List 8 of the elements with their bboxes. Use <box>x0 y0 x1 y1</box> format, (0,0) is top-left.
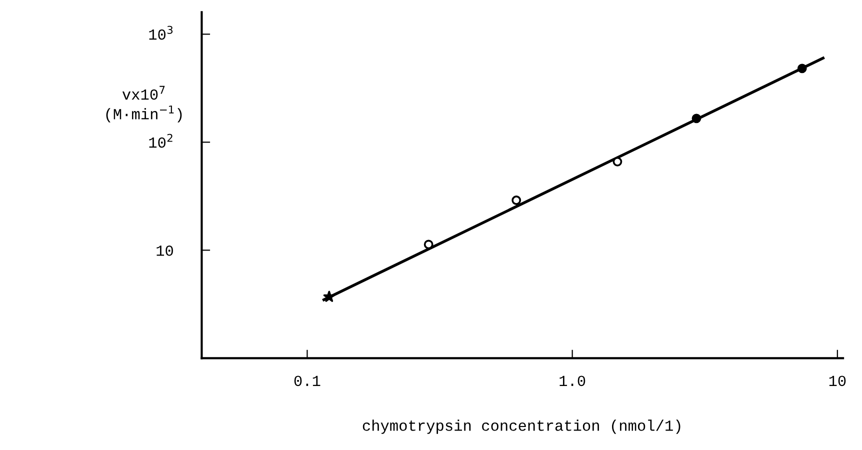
y-tick-label: 10$^{3}$ <box>149 26 173 40</box>
x-tick-label: 0.1 <box>294 376 320 386</box>
x-tick-label: 1.0 <box>560 376 586 386</box>
x-tick-label: 10 <box>829 376 846 386</box>
text: vx10$^{7}$ (M·min$^{−1}$) <box>106 86 182 122</box>
y-tick-label: 10 <box>156 246 173 256</box>
y-tick-label: 10$^{2}$ <box>149 134 172 148</box>
x-axis-title: chymotrypsin concentration (nmol/1) <box>362 420 680 434</box>
